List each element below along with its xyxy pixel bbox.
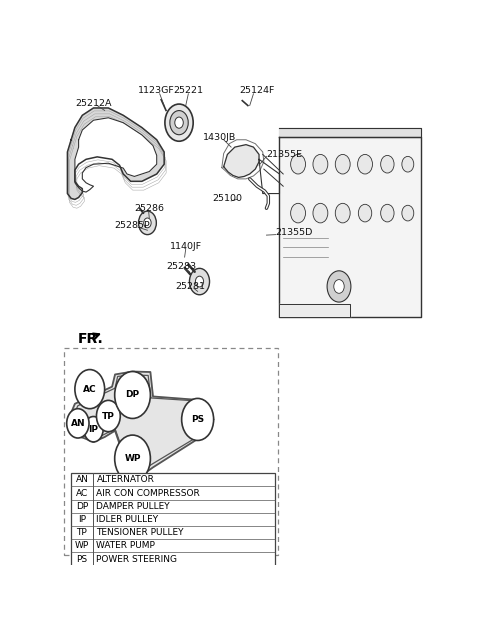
Polygon shape [224,145,259,177]
Text: 1123GF: 1123GF [138,86,175,95]
Text: IDLER PULLEY: IDLER PULLEY [96,515,158,524]
Text: IP: IP [78,515,86,524]
Polygon shape [67,371,214,482]
Polygon shape [279,304,350,317]
Text: 25124F: 25124F [240,86,275,95]
Text: 1140JF: 1140JF [170,242,203,251]
Circle shape [402,156,414,172]
Circle shape [165,104,193,141]
Text: 1430JB: 1430JB [204,133,237,142]
Circle shape [170,110,188,135]
Circle shape [327,271,351,302]
Text: PS: PS [76,554,87,563]
Text: 25221: 25221 [173,86,204,95]
Circle shape [75,370,105,409]
Circle shape [115,435,150,482]
Circle shape [335,203,350,223]
Text: FR.: FR. [78,332,104,346]
Polygon shape [75,117,156,192]
Text: DP: DP [125,391,140,399]
Polygon shape [67,108,164,199]
Circle shape [313,154,328,174]
Text: AIR CON COMPRESSOR: AIR CON COMPRESSOR [96,488,200,498]
Circle shape [381,204,394,222]
Text: 25283: 25283 [166,262,196,271]
Circle shape [291,203,306,223]
Text: DAMPER PULLEY: DAMPER PULLEY [96,502,170,511]
Circle shape [195,276,204,287]
FancyBboxPatch shape [64,347,277,556]
Circle shape [334,279,344,293]
Circle shape [335,154,350,174]
Text: WP: WP [75,541,89,551]
Text: IP: IP [88,425,98,434]
Circle shape [84,417,103,442]
Text: 21355E: 21355E [266,150,302,159]
FancyBboxPatch shape [71,473,275,566]
Circle shape [402,205,414,221]
Circle shape [291,154,306,174]
Text: AC: AC [76,488,88,498]
Circle shape [190,269,210,295]
Text: PS: PS [191,415,204,424]
Text: POWER STEERING: POWER STEERING [96,554,178,563]
Text: TENSIONER PULLEY: TENSIONER PULLEY [96,528,184,537]
Circle shape [144,218,151,228]
Circle shape [181,398,214,441]
Text: 25281: 25281 [175,282,205,291]
Polygon shape [279,128,421,137]
Text: AN: AN [75,476,88,485]
Text: 25212A: 25212A [75,98,111,107]
Text: DP: DP [76,502,88,511]
Text: AN: AN [71,419,85,428]
Text: ALTERNATOR: ALTERNATOR [96,476,155,485]
Text: 21355D: 21355D [276,228,313,237]
Circle shape [67,409,89,438]
Circle shape [175,117,183,128]
Text: 25286: 25286 [134,204,164,213]
Polygon shape [279,137,421,317]
Text: 25100: 25100 [212,194,242,203]
Text: TP: TP [102,411,115,420]
Text: AC: AC [83,385,96,394]
Circle shape [381,156,394,173]
Circle shape [358,154,372,174]
Circle shape [115,371,150,418]
Text: WP: WP [124,454,141,463]
Circle shape [96,401,120,432]
Circle shape [359,204,372,222]
Circle shape [313,203,328,223]
Circle shape [139,211,156,234]
Text: TP: TP [77,528,87,537]
Text: 25285P: 25285P [115,221,150,230]
Text: WATER PUMP: WATER PUMP [96,541,156,551]
